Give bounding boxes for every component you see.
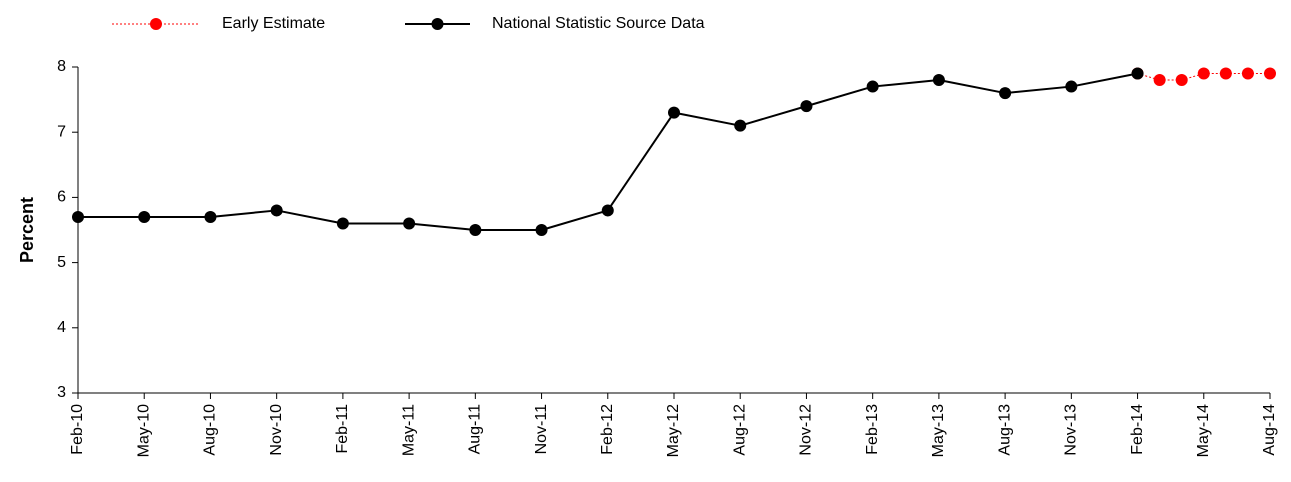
- point: [1175, 74, 1188, 87]
- point: [1197, 67, 1210, 80]
- point: [734, 119, 747, 132]
- legend-label: National Statistic Source Data: [492, 15, 705, 32]
- y-tick-label: 8: [57, 58, 66, 75]
- x-tick-label: Feb-14: [1129, 404, 1146, 455]
- point: [403, 217, 416, 230]
- x-tick-label: Aug-13: [996, 404, 1013, 456]
- x-tick-label: Aug-11: [467, 404, 484, 455]
- point: [1241, 67, 1254, 80]
- point: [1153, 74, 1166, 87]
- y-tick-label: 7: [57, 123, 66, 140]
- point: [138, 210, 151, 223]
- line-segment: [1071, 72, 1138, 88]
- line-segment: [938, 79, 1006, 95]
- line-segment: [872, 79, 939, 88]
- y-axis-label: Percent: [17, 197, 37, 263]
- legend-marker: [150, 18, 162, 30]
- x-tick-label: Aug-12: [731, 404, 748, 456]
- line-segment: [806, 85, 873, 108]
- x-tick-label: May-13: [930, 404, 947, 457]
- y-tick-label: 4: [57, 319, 66, 336]
- point: [204, 210, 217, 223]
- point: [601, 204, 614, 217]
- x-tick-label: Nov-13: [1063, 404, 1080, 456]
- point: [72, 210, 84, 223]
- point: [999, 87, 1012, 100]
- point: [336, 217, 349, 230]
- point: [1065, 80, 1078, 93]
- line-segment: [673, 111, 741, 127]
- legend-marker: [431, 18, 444, 30]
- x-tick-label: Nov-11: [533, 404, 550, 454]
- x-tick-label: Aug-14: [1261, 404, 1278, 456]
- line-segment: [276, 209, 344, 225]
- x-tick-label: May-14: [1195, 404, 1212, 457]
- x-tick-label: Feb-10: [69, 404, 86, 455]
- x-tick-label: Nov-12: [798, 404, 815, 456]
- line-segment: [1005, 85, 1072, 95]
- point: [1219, 67, 1232, 80]
- point: [866, 80, 879, 93]
- point: [668, 106, 680, 119]
- y-tick-label: 3: [57, 384, 66, 401]
- point: [469, 224, 482, 236]
- line-segment: [606, 112, 675, 212]
- point: [270, 204, 283, 217]
- point: [535, 224, 548, 236]
- x-tick-label: May-12: [665, 404, 682, 457]
- legend-label: Early Estimate: [222, 15, 325, 32]
- point: [800, 100, 813, 113]
- line-segment: [409, 222, 476, 231]
- line-segment: [541, 209, 609, 231]
- line-segment: [210, 209, 277, 218]
- point: [1264, 67, 1276, 80]
- x-tick-label: Aug-10: [202, 404, 219, 456]
- point: [1131, 67, 1144, 80]
- x-tick-label: May-10: [135, 404, 152, 457]
- x-tick-label: Feb-11: [334, 404, 351, 454]
- x-tick-label: Feb-13: [864, 404, 881, 455]
- y-tick-label: 6: [57, 189, 66, 206]
- point: [932, 74, 945, 87]
- x-tick-label: Nov-10: [268, 404, 285, 456]
- y-tick-label: 5: [57, 254, 66, 271]
- line-segment: [739, 105, 807, 127]
- x-tick-label: May-11: [400, 404, 417, 456]
- x-tick-label: Feb-12: [599, 404, 616, 455]
